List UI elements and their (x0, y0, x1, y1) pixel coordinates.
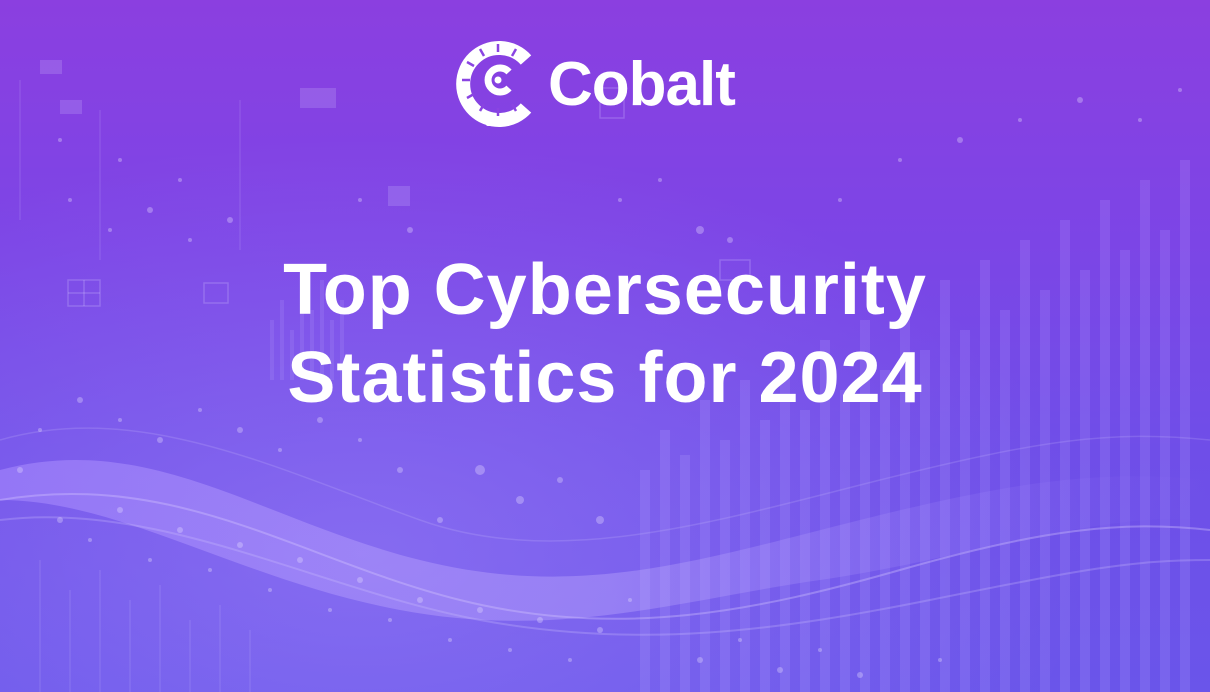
title-line-2: Statistics for 2024 (287, 338, 923, 418)
title-line-1: Top Cybersecurity (283, 250, 927, 330)
page-title: Top Cybersecurity Statistics for 2024 (0, 246, 1210, 422)
brand-name: Cobalt (548, 50, 736, 119)
cobalt-brand: Cobalt (456, 38, 736, 130)
cobalt-logo-icon (456, 41, 532, 127)
